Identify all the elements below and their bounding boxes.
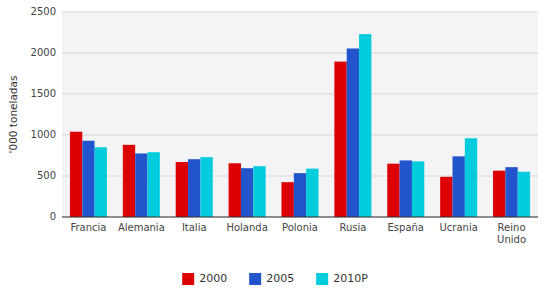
x-axis-line bbox=[62, 217, 538, 218]
y-axis-label: '000 toneladas bbox=[7, 76, 19, 154]
bar bbox=[505, 167, 517, 217]
bar bbox=[188, 159, 200, 217]
x-tick-label: Polonia bbox=[282, 222, 318, 233]
bar bbox=[347, 48, 359, 217]
plot-area bbox=[62, 12, 538, 217]
x-tick-label: Francia bbox=[70, 222, 106, 233]
x-tick-label: España bbox=[388, 222, 424, 233]
grid-line bbox=[62, 135, 538, 136]
legend-label: 2000 bbox=[199, 272, 227, 285]
bar bbox=[452, 156, 464, 217]
y-tick-label: 1500 bbox=[31, 88, 56, 99]
x-tick-label: Rusia bbox=[339, 222, 366, 233]
legend: 2000 2005 2010P bbox=[182, 272, 368, 285]
bar bbox=[493, 171, 505, 217]
bar bbox=[241, 168, 253, 217]
chart: 0 500 1000 1500 2000 2500 '000 toneladas Franci… bbox=[0, 0, 550, 295]
bar bbox=[465, 138, 477, 217]
y-tick-label: 1000 bbox=[31, 129, 56, 140]
bar bbox=[334, 62, 346, 217]
y-tick-label: 2500 bbox=[31, 6, 56, 17]
grid-line bbox=[62, 94, 538, 95]
bar bbox=[412, 161, 424, 217]
bar bbox=[306, 169, 318, 217]
legend-item: 2010P bbox=[316, 272, 368, 285]
x-tick-label: ReinoUnido bbox=[497, 222, 526, 245]
bar bbox=[70, 132, 82, 217]
bar bbox=[294, 173, 306, 217]
x-tick-label: Alemania bbox=[118, 222, 165, 233]
bar bbox=[359, 34, 371, 217]
bar bbox=[518, 172, 530, 217]
bars bbox=[70, 34, 530, 217]
grid-line bbox=[62, 217, 538, 218]
bar bbox=[229, 163, 241, 217]
bar bbox=[123, 145, 135, 217]
legend-item: 2005 bbox=[249, 272, 294, 285]
bar bbox=[281, 182, 293, 217]
bar bbox=[440, 177, 452, 217]
y-tick-label: 0 bbox=[50, 211, 56, 222]
legend-swatch bbox=[249, 273, 261, 285]
legend-swatch bbox=[182, 273, 194, 285]
bar bbox=[387, 164, 399, 217]
bar bbox=[148, 152, 160, 217]
bar bbox=[176, 162, 188, 217]
y-tick-label: 500 bbox=[37, 170, 56, 181]
x-tick-label: Ucrania bbox=[440, 222, 478, 233]
legend-label: 2005 bbox=[266, 272, 294, 285]
legend-label: 2010P bbox=[333, 272, 368, 285]
x-tick-label: Italia bbox=[182, 222, 207, 233]
y-tick-label: 2000 bbox=[31, 47, 56, 58]
bar bbox=[82, 141, 94, 217]
grid-line bbox=[62, 53, 538, 54]
grid-line bbox=[62, 12, 538, 13]
bar bbox=[135, 153, 147, 217]
legend-item: 2000 bbox=[182, 272, 227, 285]
bar bbox=[200, 157, 212, 217]
legend-swatch bbox=[316, 273, 328, 285]
bar bbox=[95, 147, 107, 217]
x-tick-label: Holanda bbox=[226, 222, 267, 233]
bar bbox=[400, 160, 412, 217]
bar bbox=[253, 166, 265, 217]
